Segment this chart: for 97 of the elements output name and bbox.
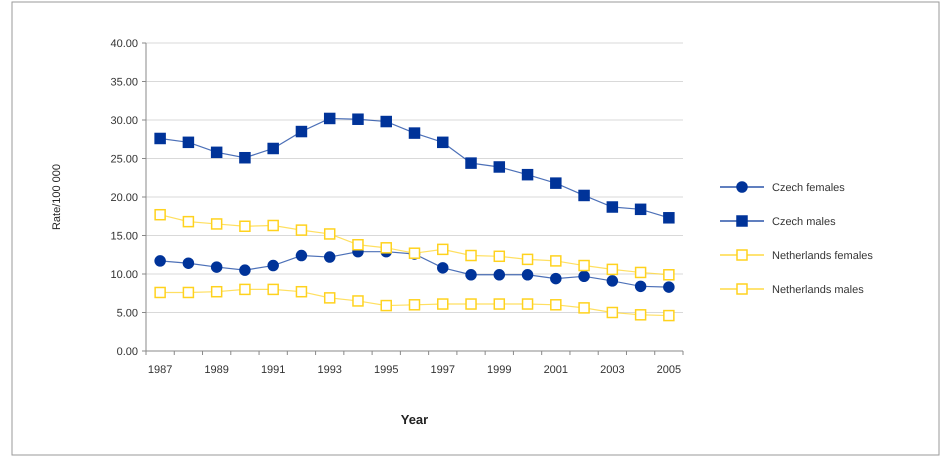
x-tick-label: 1989 <box>204 364 229 376</box>
y-tick-label: 0.00 <box>116 346 138 358</box>
point <box>210 286 222 298</box>
point <box>239 152 251 164</box>
point <box>239 264 251 276</box>
point <box>296 224 308 236</box>
point <box>380 300 392 312</box>
point <box>606 306 618 318</box>
point <box>182 216 194 228</box>
x-tick-label: 1995 <box>374 364 398 376</box>
point <box>494 269 506 281</box>
point <box>210 218 222 230</box>
point <box>663 281 675 293</box>
point <box>522 168 534 180</box>
point <box>324 292 336 304</box>
point <box>267 142 279 154</box>
point <box>550 299 562 311</box>
point <box>550 255 562 267</box>
point <box>296 286 308 298</box>
point <box>210 261 222 273</box>
legend-label: Czech females <box>772 182 846 194</box>
legend-label: Netherlands males <box>772 284 864 296</box>
x-tick-label: 1987 <box>148 364 172 376</box>
point <box>465 298 477 310</box>
point <box>522 298 534 310</box>
point <box>634 309 646 321</box>
x-tick-label: 2003 <box>600 364 625 376</box>
point <box>634 280 646 292</box>
point <box>352 238 364 250</box>
point <box>606 264 618 276</box>
point <box>437 262 449 274</box>
point <box>578 270 590 282</box>
x-tick-label: 1993 <box>317 364 342 376</box>
point <box>352 113 364 125</box>
point <box>494 161 506 173</box>
y-tick-label: 25.00 <box>110 153 138 166</box>
point <box>494 298 506 310</box>
x-axis-title: Year <box>400 412 428 427</box>
point <box>210 146 222 158</box>
point <box>437 136 449 148</box>
point <box>578 302 590 314</box>
point <box>267 260 279 272</box>
x-tick-label: 1991 <box>260 364 286 376</box>
point <box>578 190 590 202</box>
point <box>239 220 251 232</box>
point <box>324 251 336 263</box>
point <box>465 269 477 281</box>
point <box>352 295 364 307</box>
x-tick-label: 2005 <box>656 364 682 376</box>
point <box>239 284 251 296</box>
point <box>154 286 166 298</box>
point <box>267 220 279 232</box>
point <box>437 244 449 256</box>
point <box>578 260 590 272</box>
y-tick-label: 30.00 <box>110 114 138 127</box>
legend-label: Netherlands females <box>772 250 874 262</box>
point <box>634 266 646 278</box>
point <box>634 204 646 216</box>
point <box>663 310 675 322</box>
point <box>494 250 506 262</box>
point <box>522 269 534 281</box>
point <box>522 254 534 266</box>
point <box>182 257 194 269</box>
point <box>267 284 279 296</box>
point <box>606 275 618 287</box>
y-tick-label: 35.00 <box>110 76 138 88</box>
point <box>154 208 166 220</box>
y-tick-label: 15.00 <box>110 230 138 242</box>
point <box>324 112 336 124</box>
y-tick-label: 40.00 <box>110 38 138 50</box>
x-tick-label: 2001 <box>544 364 568 376</box>
point <box>408 299 420 311</box>
point <box>380 116 392 128</box>
point <box>182 136 194 148</box>
x-tick-label: 1999 <box>487 364 512 376</box>
point <box>663 212 675 224</box>
point <box>380 242 392 254</box>
y-tick-label: 20.00 <box>110 192 138 204</box>
point <box>663 269 675 281</box>
y-tick-label: 5.00 <box>116 307 138 320</box>
x-tick-label: 1997 <box>430 364 456 376</box>
point <box>550 272 562 284</box>
point <box>465 250 477 262</box>
point <box>182 286 194 298</box>
y-axis-title: Rate/100 000 <box>51 164 63 230</box>
point <box>465 157 477 169</box>
point <box>606 201 618 213</box>
point <box>550 177 562 189</box>
point <box>437 298 449 310</box>
legend-label: Czech males <box>772 216 836 228</box>
point <box>296 126 308 138</box>
point <box>154 132 166 144</box>
y-tick-label: 10.00 <box>110 268 138 281</box>
point <box>408 127 420 139</box>
point <box>154 255 166 267</box>
point <box>296 250 308 262</box>
point <box>324 228 336 240</box>
